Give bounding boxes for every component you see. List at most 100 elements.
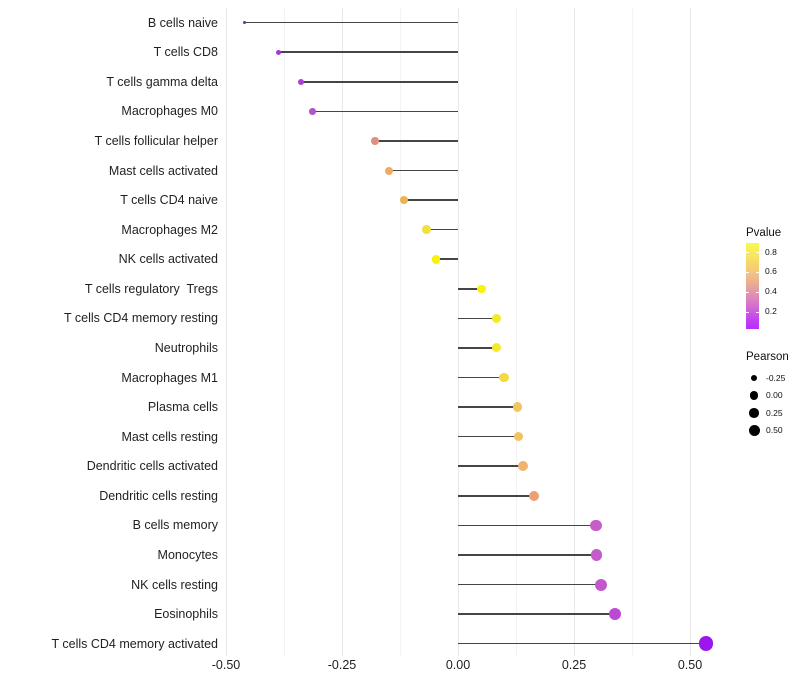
pvalue-colorbar-tick xyxy=(746,291,749,293)
lollipop-dot xyxy=(492,313,501,323)
lollipop-stem xyxy=(458,347,497,349)
y-axis-label: B cells naive xyxy=(147,15,218,30)
pearson-legend-label: 0.25 xyxy=(766,407,783,418)
y-axis-label: Mast cells resting xyxy=(121,429,218,444)
y-axis-label: T cells CD8 xyxy=(153,45,218,60)
lollipop-dot xyxy=(422,225,431,234)
pvalue-tick-label: 0.2 xyxy=(765,306,777,317)
gridline-major xyxy=(226,8,227,656)
lollipop-dot xyxy=(590,519,602,532)
pearson-legend-label: 0.50 xyxy=(766,425,783,435)
y-axis-label: Plasma cells xyxy=(147,400,218,415)
gridline-minor xyxy=(516,8,517,656)
pearson-legend-title: Pearson xyxy=(746,351,789,363)
y-axis-label: T cells CD4 naive xyxy=(120,193,218,208)
y-axis-label: NK cells activated xyxy=(118,252,218,267)
y-axis-label: Macrophages M0 xyxy=(121,104,218,119)
pearson-legend-dot xyxy=(749,391,759,400)
lollipop-stem xyxy=(458,317,497,320)
lollipop-dot xyxy=(512,402,523,412)
lollipop-stem xyxy=(458,554,597,556)
y-axis-label: Eosinophils xyxy=(154,607,218,622)
lollipop-dot xyxy=(431,255,441,264)
y-axis-label: Macrophages M1 xyxy=(121,370,218,385)
gridline-major xyxy=(574,8,575,656)
lollipop-dot xyxy=(309,108,316,115)
lollipop-dot xyxy=(298,78,305,85)
pvalue-legend-title: Pvalue xyxy=(746,227,782,239)
y-axis-label: Neutrophils xyxy=(154,340,218,355)
gridline-major xyxy=(342,8,343,656)
pvalue-colorbar xyxy=(746,243,759,329)
pvalue-tick-label: 0.6 xyxy=(765,266,777,277)
x-tick-label: 0.25 xyxy=(561,658,587,672)
lollipop-stem xyxy=(458,642,707,645)
pearson-legend-label: 0.00 xyxy=(766,390,783,400)
y-axis-label: Dendritic cells resting xyxy=(99,488,218,503)
pearson-legend-dot xyxy=(750,374,758,382)
gridline-minor xyxy=(284,8,285,656)
lollipop-stem xyxy=(404,199,458,201)
pearson-legend-label: -0.25 xyxy=(766,372,786,383)
lollipop-dot xyxy=(371,137,379,145)
x-tick-label: -0.50 xyxy=(211,658,241,672)
lollipop-stem xyxy=(389,169,458,172)
pvalue-colorbar-tick xyxy=(746,252,749,254)
lollipop-dot xyxy=(513,431,524,442)
gridline-minor xyxy=(400,8,401,656)
lollipop-dot xyxy=(590,549,603,561)
lollipop-dot xyxy=(698,636,714,651)
lollipop-stem xyxy=(374,140,458,142)
lollipop-dot xyxy=(242,20,247,25)
lollipop-stem xyxy=(458,406,518,408)
y-axis-label: Dendritic cells activated xyxy=(86,459,218,474)
lollipop-stem xyxy=(458,288,482,290)
lollipop-stem xyxy=(458,465,524,468)
x-tick-label: 0.50 xyxy=(677,658,703,672)
lollipop-stem xyxy=(458,376,504,379)
pvalue-tick-label: 0.4 xyxy=(765,286,777,297)
x-tick-label: -0.25 xyxy=(327,658,357,672)
pvalue-colorbar-tick xyxy=(746,311,749,313)
lollipop-dot xyxy=(400,196,409,205)
y-axis-label: T cells CD4 memory activated xyxy=(51,636,219,651)
y-axis-label: Monocytes xyxy=(157,547,218,562)
lollipop-dot xyxy=(608,607,622,621)
pvalue-colorbar-tick xyxy=(756,291,759,293)
y-axis-label: T cells regulatory Tregs xyxy=(84,281,218,296)
lollipop-stem xyxy=(458,524,596,527)
lollipop-stem xyxy=(301,81,458,83)
gridline-minor xyxy=(632,8,633,656)
y-axis-label: B cells memory xyxy=(132,518,218,533)
y-axis-label: NK cells resting xyxy=(131,577,218,592)
lollipop-stem xyxy=(458,435,519,438)
pvalue-colorbar-tick xyxy=(756,311,759,313)
lollipop-dot xyxy=(492,343,501,353)
lollipop-stem xyxy=(426,228,458,231)
lollipop-stem xyxy=(458,583,602,586)
lollipop-dot xyxy=(477,284,486,294)
gridline-major xyxy=(690,8,691,656)
pvalue-colorbar-tick xyxy=(756,252,759,254)
pvalue-colorbar-tick xyxy=(746,271,749,273)
lollipop-stem xyxy=(278,51,458,54)
lollipop-dot xyxy=(518,461,529,472)
pearson-legend-dot xyxy=(748,425,760,436)
pearson-legend-dot xyxy=(749,408,759,418)
lollipop-stem xyxy=(312,110,458,113)
y-axis-label: T cells follicular helper xyxy=(94,133,218,148)
lollipop-dot xyxy=(385,166,394,175)
lollipop-dot xyxy=(275,49,282,56)
y-axis-label: Mast cells activated xyxy=(108,163,218,178)
gridline-major xyxy=(458,8,459,656)
y-axis-label: T cells gamma delta xyxy=(106,74,218,89)
lollipop-dot xyxy=(499,372,509,383)
lollipop-dot xyxy=(528,490,540,502)
pvalue-colorbar-tick xyxy=(756,271,759,273)
lollipop-stem xyxy=(458,495,535,497)
pvalue-tick-label: 0.8 xyxy=(765,246,777,257)
y-axis-label: T cells CD4 memory resting xyxy=(64,311,218,326)
y-axis-label: Macrophages M2 xyxy=(121,222,218,237)
lollipop-stem xyxy=(458,613,615,615)
